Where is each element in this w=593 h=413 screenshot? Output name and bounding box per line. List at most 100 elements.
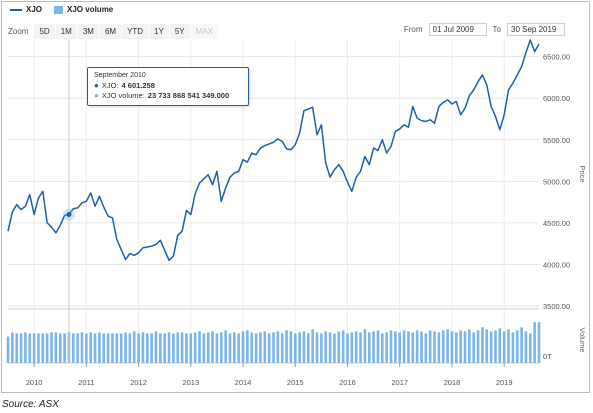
volume-bar — [472, 332, 476, 363]
volume-bar — [154, 331, 158, 363]
volume-bar — [119, 333, 123, 363]
volume-bar — [402, 330, 406, 363]
volume-bar — [263, 331, 267, 363]
volume-bar — [498, 328, 502, 363]
x-tick-label: 2013 — [182, 378, 199, 387]
volume-axis-title: Volume — [578, 327, 587, 352]
volume-bar — [267, 333, 271, 363]
volume-bar — [454, 332, 458, 363]
volume-bar — [311, 329, 314, 363]
price-volume-chart[interactable]: 3500.00 4000.00 4500.00 5000.00 5500.00 6000.… — [2, 2, 589, 392]
volume-bar — [211, 331, 214, 363]
volume-bar — [324, 331, 328, 363]
dot-icon: ● — [94, 91, 99, 100]
volume-bars — [6, 322, 541, 363]
volume-bar — [341, 330, 345, 363]
volume-bar — [476, 330, 480, 363]
volume-bar — [315, 332, 319, 363]
volume-bar — [189, 333, 193, 363]
x-axis: 2010 2011 2012 2013 2014 2015 2016 2017 2018 2019 — [26, 363, 513, 387]
volume-bar — [32, 333, 36, 363]
volume-bar — [89, 332, 93, 363]
volume-bar — [141, 332, 145, 363]
y-tick-label: 5500.00 — [543, 136, 570, 145]
y-tick-label: 6000.00 — [543, 94, 570, 103]
volume-bar — [111, 333, 114, 363]
volume-bar — [176, 332, 180, 363]
tooltip-volume-value: 23 733 868 541 349.000 — [147, 91, 230, 100]
zoom-1y-button[interactable]: 1Y — [149, 24, 169, 39]
volume-bar — [515, 330, 519, 363]
volume-bar — [185, 333, 188, 363]
to-date-input[interactable] — [507, 23, 565, 36]
tooltip-price-label: XJO: — [101, 81, 119, 90]
volume-bar — [272, 332, 275, 363]
volume-bar — [481, 327, 484, 363]
data-tooltip: September 2010 ● XJO: 4 601.258 ● XJO vo… — [87, 67, 249, 106]
bar-swatch-icon — [54, 5, 64, 14]
price-series-line — [7, 39, 540, 262]
volume-bar — [159, 333, 162, 363]
volume-bar — [98, 332, 101, 363]
volume-bar — [407, 331, 410, 363]
legend-item-price[interactable]: XJO — [10, 5, 42, 14]
volume-bar — [54, 332, 58, 363]
volume-bar — [293, 333, 297, 363]
zoom-5d-button[interactable]: 5D — [34, 24, 55, 39]
volume-bar — [459, 330, 462, 363]
volume-bar — [524, 331, 528, 363]
y-tick-label: 6500.00 — [543, 53, 570, 62]
volume-bar — [259, 332, 262, 363]
volume-bar — [45, 333, 49, 363]
volume-bar — [115, 333, 119, 363]
volume-bar — [202, 333, 206, 363]
volume-bar — [489, 331, 493, 363]
volume-bar — [507, 329, 510, 363]
volume-bar — [367, 332, 371, 363]
volume-bar — [302, 331, 306, 363]
volume-bar — [63, 333, 66, 363]
volume-bar — [437, 332, 441, 363]
tooltip-price-value: 4 601.258 — [121, 81, 155, 90]
zoom-3m-button[interactable]: 3M — [77, 24, 99, 39]
from-date-input[interactable] — [428, 23, 487, 36]
volume-bar — [389, 330, 393, 363]
y-tick-label: 5000.00 — [543, 177, 570, 186]
zoom-5y-button[interactable]: 5Y — [169, 24, 190, 39]
volume-bar — [193, 332, 197, 363]
volume-bar — [468, 329, 471, 363]
volume-bar — [124, 332, 127, 363]
volume-bar — [415, 330, 419, 363]
volume-bar — [398, 332, 402, 363]
volume-bar — [246, 330, 249, 363]
from-label: From — [403, 25, 423, 34]
legend-price-label: XJO — [26, 5, 43, 14]
volume-tick-label: 0T — [543, 352, 552, 361]
tooltip-date: September 2010 — [94, 72, 146, 79]
volume-bar — [441, 330, 445, 363]
volume-bar — [145, 333, 149, 363]
zoom-6m-button[interactable]: 6M — [99, 24, 122, 39]
y-tick-label: 4000.00 — [543, 260, 570, 269]
volume-bar — [420, 331, 423, 363]
volume-bar — [6, 336, 10, 363]
price-axis: 3500.00 4000.00 4500.00 5000.00 5500.00 6000.… — [543, 53, 570, 311]
legend-item-volume[interactable]: XJO volume — [54, 5, 113, 14]
zoom-ytd-button[interactable]: YTD — [122, 24, 149, 39]
volume-bar — [28, 333, 32, 363]
volume-bar — [241, 331, 245, 363]
volume-bar — [433, 331, 436, 363]
volume-bar — [520, 327, 523, 363]
volume-bar — [137, 333, 140, 363]
volume-bar — [76, 333, 79, 363]
x-tick-label: 2018 — [444, 378, 461, 387]
volume-bar — [150, 333, 153, 363]
dot-icon: ● — [94, 81, 99, 90]
volume-bar — [276, 331, 280, 363]
zoom-max-button[interactable]: MAX — [190, 24, 218, 39]
volume-bar — [224, 330, 227, 363]
source-caption: Source: ASX — [2, 399, 59, 410]
volume-bar — [80, 332, 84, 363]
volume-bar — [11, 332, 14, 363]
zoom-1m-button[interactable]: 1M — [55, 24, 77, 39]
